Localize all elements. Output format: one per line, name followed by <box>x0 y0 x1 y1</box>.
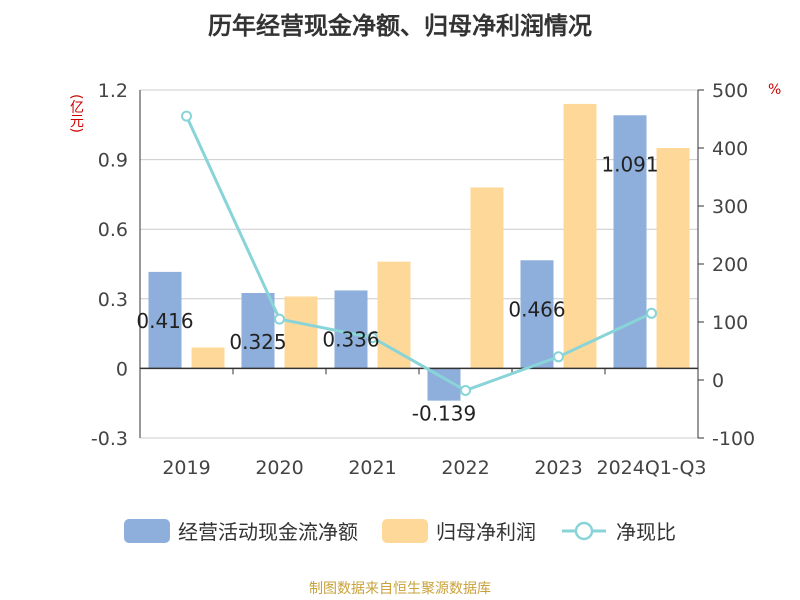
legend-label-ratio: 净现比 <box>616 520 676 544</box>
cash-flow-value-label: 1.091 <box>601 152 658 176</box>
legend-label-cash-flow: 经营活动现金流净额 <box>178 520 358 544</box>
chart-title: 历年经营现金净额、归母净利润情况 <box>208 12 592 40</box>
left-tick-label: 0.9 <box>98 150 128 172</box>
data-labels: 0.416 0.325 0.336 -0.139 0.466 1.091 <box>136 152 658 425</box>
left-tick-label: -0.3 <box>91 428 128 450</box>
left-tick-label: 0.3 <box>98 289 128 311</box>
cash-flow-bar <box>520 260 554 369</box>
legend-item-net-profit[interactable]: 归母净利润 <box>382 516 536 545</box>
right-tick-label: -100 <box>712 428 755 450</box>
net-profit-bar <box>470 187 504 369</box>
right-tick-label: 400 <box>712 138 748 160</box>
ratio-point <box>274 313 285 325</box>
legend-label-net-profit: 归母净利润 <box>436 520 536 544</box>
axes: -0.3 0 0.3 0.6 0.9 1.2 -100 0 100 200 300 400 500 201… <box>91 80 755 479</box>
chart-legend: 经营活动现金流净额 归母净利润 净现比 <box>0 516 800 545</box>
ratio-point <box>553 351 564 363</box>
right-axis-unit: % <box>768 82 782 98</box>
category-label: 2021 <box>348 457 396 479</box>
left-axis-unit: (亿元) <box>68 94 84 133</box>
cash-flow-value-label: 0.416 <box>136 309 193 333</box>
right-tick-label: 300 <box>712 196 748 218</box>
legend-line-icon <box>562 521 606 540</box>
left-tick-label: 0 <box>116 358 128 380</box>
ratio-point <box>367 332 378 344</box>
ratio-point <box>646 307 657 319</box>
ratio-point <box>181 110 192 122</box>
legend-item-ratio[interactable]: 净现比 <box>560 516 676 545</box>
category-label: 2019 <box>162 457 210 479</box>
ratio-line-series <box>181 110 657 396</box>
net-profit-bar <box>656 148 690 369</box>
cash-flow-bar <box>334 290 368 369</box>
cash-flow-value-label: 0.466 <box>508 297 565 321</box>
net-profit-bar <box>191 347 225 369</box>
cash-flow-value-label: -0.139 <box>412 402 476 426</box>
net-profit-bar <box>563 103 597 369</box>
category-label: 2023 <box>534 457 582 479</box>
category-label: 2022 <box>441 457 489 479</box>
bar-series <box>148 103 690 401</box>
right-tick-label: 500 <box>712 80 748 102</box>
cash-flow-value-label: 0.325 <box>229 330 286 354</box>
right-tick-label: 100 <box>712 312 748 334</box>
cash-flow-bar <box>241 293 275 369</box>
category-label: 2020 <box>255 457 303 479</box>
ratio-line <box>185 115 653 393</box>
right-tick-label: 0 <box>712 370 724 392</box>
category-label: 2024Q1-Q3 <box>597 457 707 479</box>
net-profit-bar <box>377 261 411 369</box>
ratio-point <box>460 384 471 396</box>
cash-flow-bar <box>148 271 182 369</box>
left-tick-label: 0.6 <box>98 219 128 241</box>
legend-swatch-net-profit <box>382 518 428 543</box>
left-tick-label: 1.2 <box>98 80 128 102</box>
grid-lines <box>140 89 698 439</box>
legend-swatch-cash-flow <box>124 518 170 543</box>
right-tick-label: 200 <box>712 254 748 276</box>
data-source-note: 制图数据来自恒生聚源数据库 <box>309 581 491 597</box>
cash-flow-bar <box>613 115 647 369</box>
legend-item-cash-flow[interactable]: 经营活动现金流净额 <box>124 516 358 545</box>
net-profit-bar <box>284 296 318 369</box>
cash-flow-value-label: 0.336 <box>322 327 379 351</box>
